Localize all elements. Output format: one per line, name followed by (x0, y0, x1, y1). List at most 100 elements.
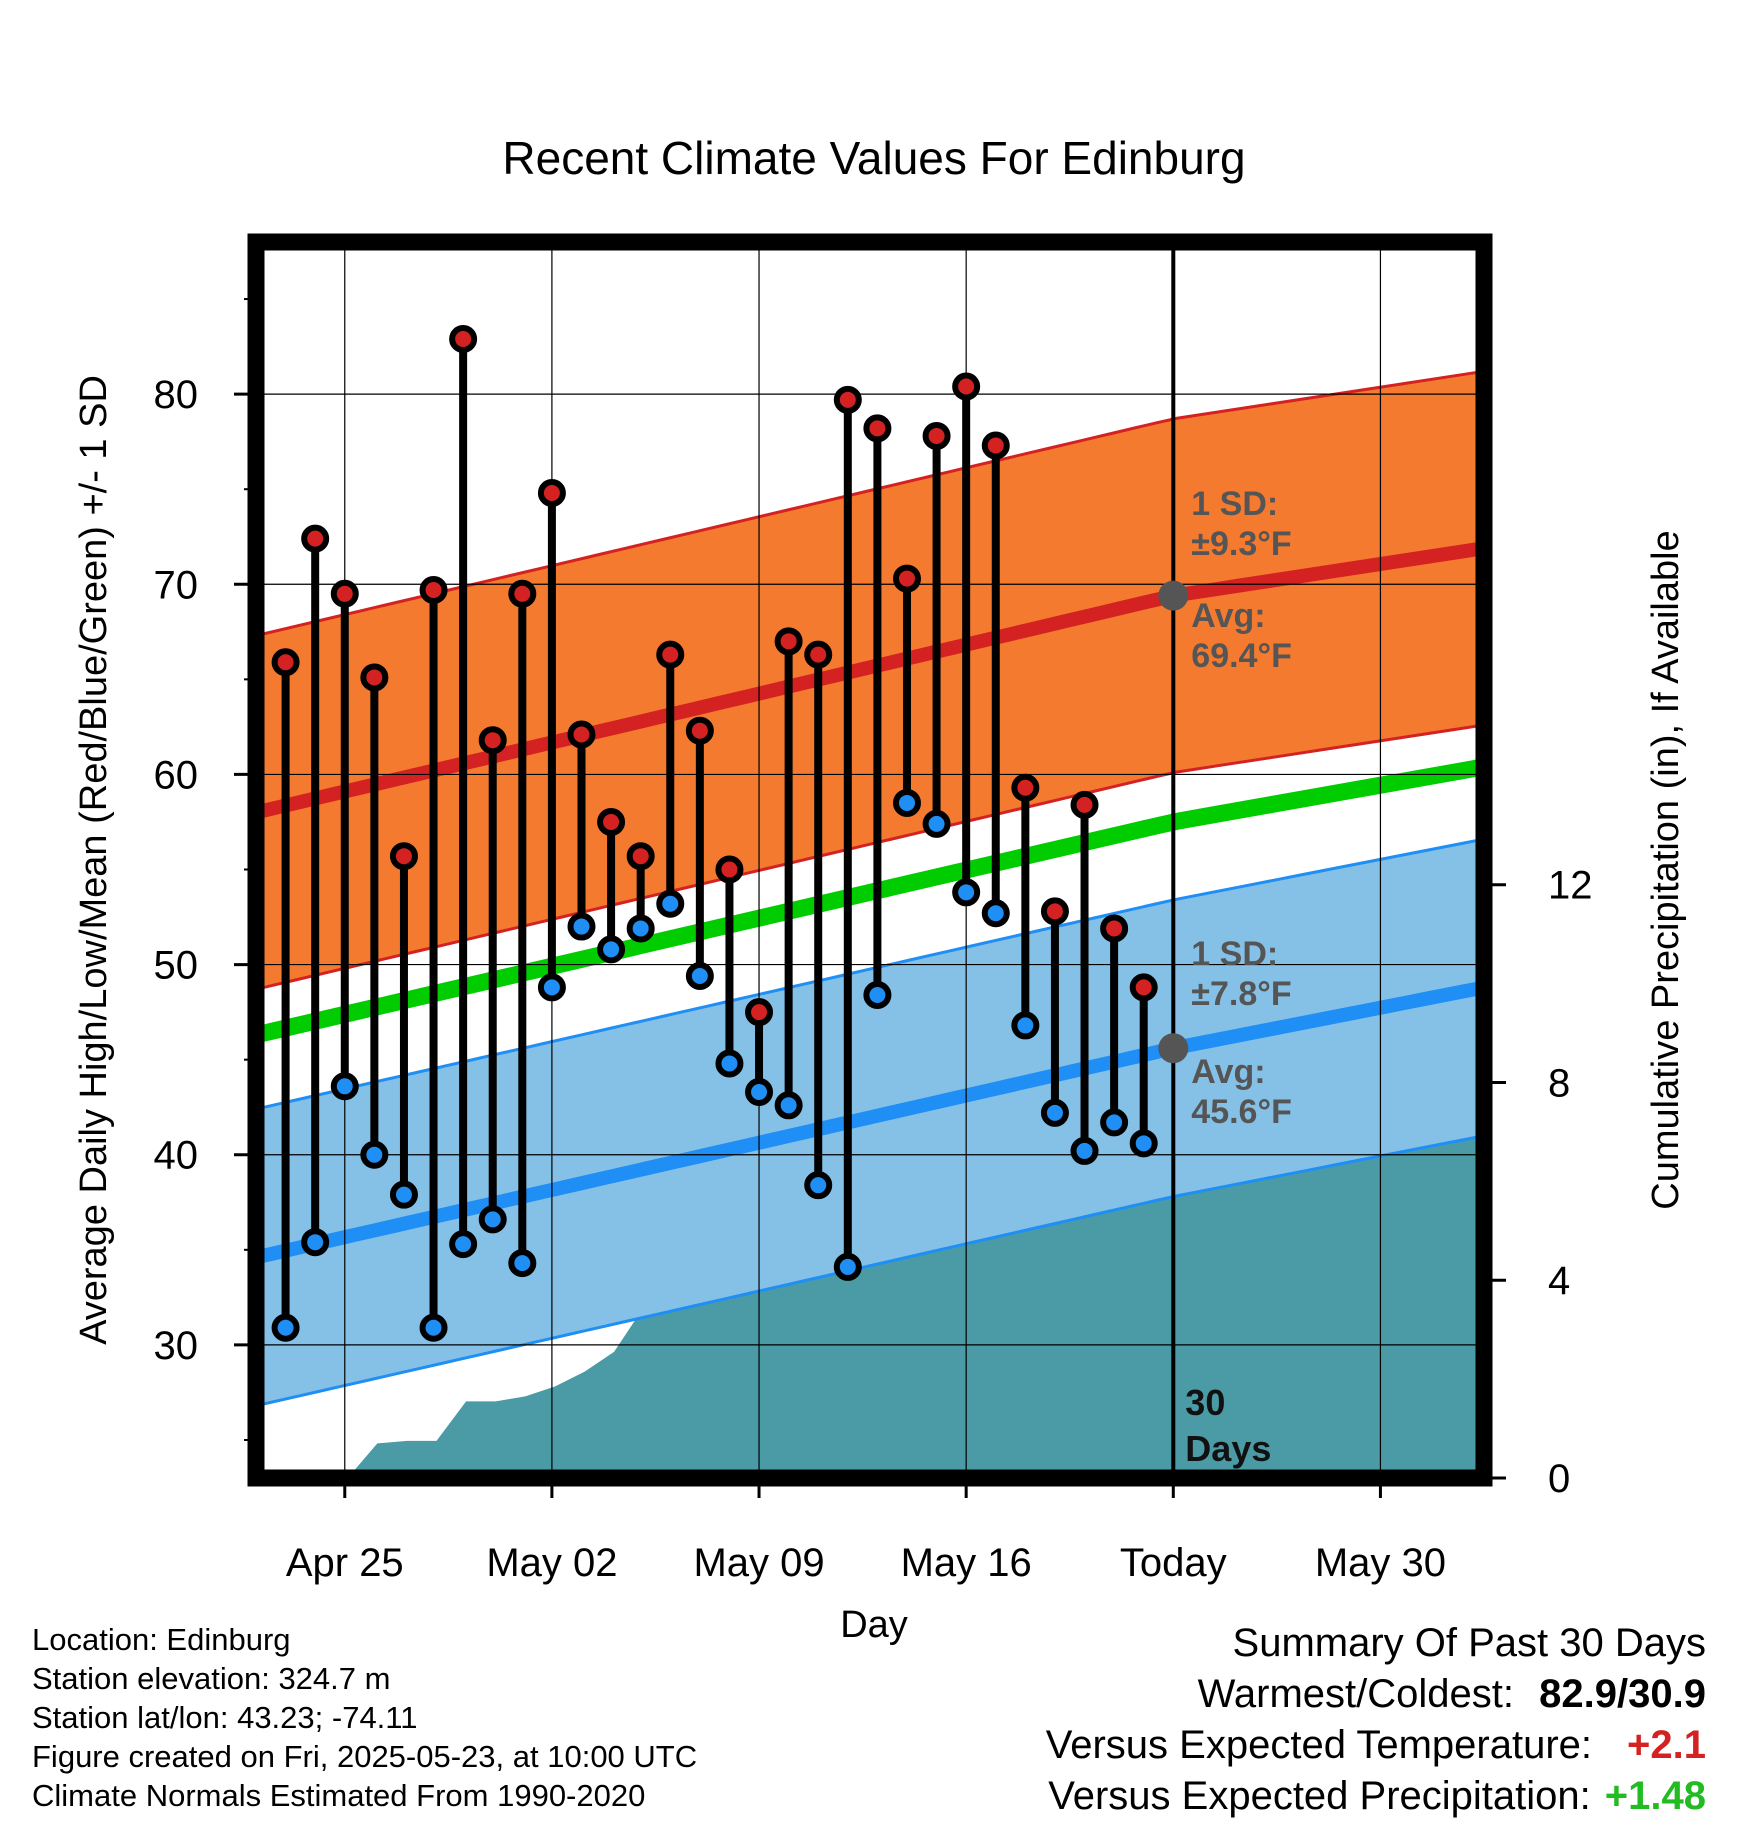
x-axis-label: Day (840, 1604, 908, 1646)
high-point (271, 648, 300, 677)
summary-precip: Versus Expected Precipitation: +1.48 (1046, 1771, 1706, 1822)
summary-warm-cold: Warmest/Coldest: 82.9/30.9 (1046, 1669, 1706, 1720)
low-point (389, 1180, 418, 1209)
elevation-line: Station elevation: 324.7 m (32, 1661, 391, 1696)
summary-heading: Summary Of Past 30 Days (1232, 1621, 1706, 1665)
high-point (1129, 973, 1158, 1002)
low-point (567, 912, 596, 941)
y-left-tick-label: 50 (154, 944, 199, 988)
low-point (804, 1171, 833, 1200)
x-tick-label: Today (1120, 1541, 1227, 1585)
y-right-tick-label: 0 (1548, 1457, 1570, 1501)
precip-label: Versus Expected Precipitation: (1048, 1774, 1591, 1818)
high-point (685, 716, 714, 745)
high-point (1100, 914, 1129, 943)
high-point (1040, 897, 1069, 926)
y-left-tick-label: 80 (154, 373, 199, 417)
y-right-tick-label: 8 (1548, 1061, 1570, 1105)
low-point (1011, 1011, 1040, 1040)
high-point (981, 431, 1010, 460)
y-right-tick-label: 4 (1548, 1259, 1570, 1303)
temp-value: +2.1 (1627, 1723, 1706, 1767)
high-point (537, 479, 566, 508)
high-point (626, 842, 655, 871)
warm-cold-label: Warmest/Coldest: (1197, 1672, 1514, 1716)
station-info: Location: Edinburg Station elevation: 32… (32, 1620, 697, 1815)
high-point (892, 564, 921, 593)
high-point (804, 640, 833, 669)
high-point (597, 807, 626, 836)
low-point (715, 1049, 744, 1078)
y-right-tick-label: 12 (1548, 864, 1593, 908)
latlon-line: Station lat/lon: 43.23; -74.11 (32, 1700, 418, 1735)
high-point (715, 855, 744, 884)
low-point (1070, 1136, 1099, 1165)
low-point (271, 1313, 300, 1342)
summary-temp: Versus Expected Temperature: +2.1 (1046, 1720, 1706, 1771)
y-axis-left-label: Average Daily High/Low/Mean (Red/Blue/Gr… (73, 375, 115, 1345)
low-band-lower-edge (262, 1135, 1478, 1406)
high-point (478, 726, 507, 755)
x-tick-label: May 02 (486, 1541, 617, 1585)
created-line: Figure created on Fri, 2025-05-23, at 10… (32, 1739, 698, 1774)
low-point (892, 788, 921, 817)
low-point (745, 1077, 774, 1106)
high-point (508, 579, 537, 608)
high-point (922, 421, 951, 450)
high-point (952, 372, 981, 401)
high-point (419, 575, 448, 604)
y-left-tick-label: 30 (154, 1324, 199, 1368)
chart-title: Recent Climate Values For Edinburg (502, 132, 1245, 184)
low-point (537, 973, 566, 1002)
plot-frame (247, 233, 1493, 1487)
high-point (389, 842, 418, 871)
high-point (330, 579, 359, 608)
low-point (330, 1072, 359, 1101)
low-point (449, 1230, 478, 1259)
high-point (656, 640, 685, 669)
high-point (449, 324, 478, 353)
high-avg-marker (1158, 580, 1189, 611)
temp-label: Versus Expected Temperature: (1045, 1723, 1592, 1767)
low-point (478, 1205, 507, 1234)
high-point (567, 720, 596, 749)
high-point (774, 627, 803, 656)
high-point (301, 524, 330, 553)
low-point (774, 1091, 803, 1120)
y-left-tick-label: 60 (154, 753, 199, 797)
low-point (360, 1140, 389, 1169)
low-point (597, 935, 626, 964)
normals-line: Climate Normals Estimated From 1990-2020 (32, 1778, 646, 1813)
low-point (626, 914, 655, 943)
summary-panel: Summary Of Past 30 Days Warmest/Coldest:… (1046, 1618, 1706, 1822)
low-point (419, 1313, 448, 1342)
warm-cold-value: 82.9/30.9 (1539, 1672, 1706, 1716)
high-point (1070, 790, 1099, 819)
low-point (685, 961, 714, 990)
precip-value: +1.48 (1604, 1774, 1706, 1818)
low-point (981, 899, 1010, 928)
low-point (922, 809, 951, 838)
low-point (301, 1228, 330, 1257)
high-point (360, 663, 389, 692)
high-avg-annotation: Avg: 69.4°F (1191, 597, 1292, 675)
low-point (508, 1249, 537, 1278)
low-point (952, 878, 981, 907)
low-point (1129, 1129, 1158, 1158)
x-tick-label: May 30 (1315, 1541, 1446, 1585)
y-axis-right-label: Cumulative Precipitation (in), If Availa… (1645, 530, 1687, 1209)
low-point (1040, 1098, 1069, 1127)
x-tick-label: May 09 (693, 1541, 824, 1585)
low-point (1100, 1108, 1129, 1137)
x-tick-label: Apr 25 (286, 1541, 404, 1585)
y-left-tick-label: 70 (154, 563, 199, 607)
location-line: Location: Edinburg (32, 1622, 291, 1657)
low-point (656, 889, 685, 918)
high-point (1011, 773, 1040, 802)
low-point (833, 1252, 862, 1281)
high-point (833, 385, 862, 414)
precipitation-area (352, 1112, 1478, 1472)
x-tick-label: May 16 (901, 1541, 1032, 1585)
low-point (863, 981, 892, 1010)
